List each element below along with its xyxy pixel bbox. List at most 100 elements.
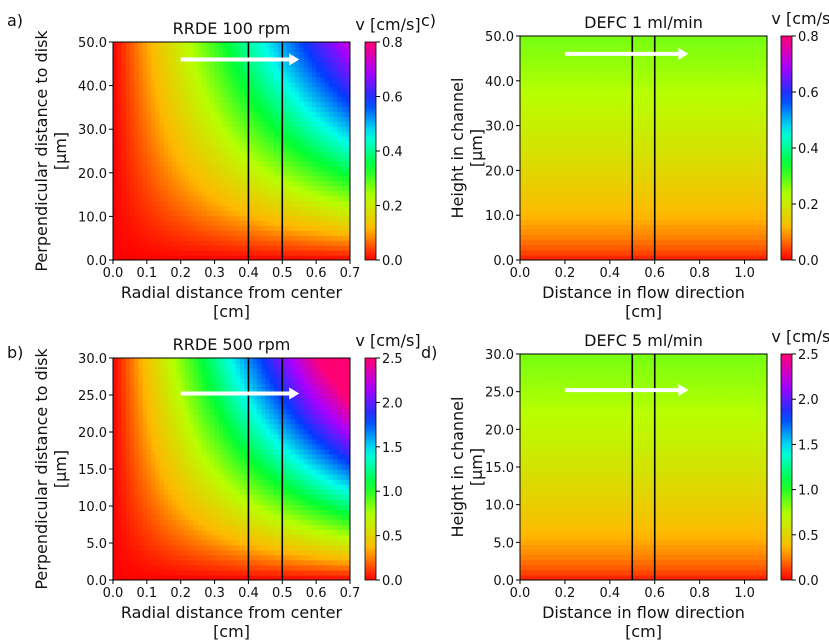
heatmap-cell: [559, 117, 565, 124]
heatmap-cell: [753, 254, 759, 260]
heatmap-cell: [337, 185, 343, 192]
heatmap-cell: [744, 239, 750, 246]
heatmap-cell: [577, 41, 583, 47]
heatmap-cell: [337, 205, 343, 212]
heatmap-cell: [590, 173, 596, 180]
heatmap-cell: [577, 163, 583, 169]
heatmap-cell: [590, 219, 596, 225]
heatmap-cell: [714, 81, 720, 88]
heatmap-cell: [762, 137, 767, 144]
heatmap-cell: [559, 86, 565, 93]
heatmap-cell: [176, 255, 182, 260]
heatmap-cell: [709, 183, 715, 190]
heatmap-cell: [520, 244, 526, 251]
heatmap-cell: [218, 220, 224, 226]
heatmap-cell: [134, 195, 139, 202]
heatmap-cell: [577, 214, 583, 220]
heatmap-cell: [744, 142, 750, 149]
heatmap-cell: [692, 153, 698, 159]
heatmap-cell: [129, 91, 135, 98]
heatmap-cell: [700, 198, 706, 205]
heatmap-cell: [665, 153, 671, 159]
heatmap-cell: [172, 155, 178, 162]
heatmap-cell: [577, 127, 583, 134]
heatmap-cell: [669, 224, 675, 231]
heatmap-cell: [564, 107, 570, 113]
heatmap-cell: [235, 71, 241, 78]
heatmap-cell: [180, 101, 186, 107]
panel-a: 0.0 0.1 0.2 0.3 0.4 0.5 0.6 0.70.010.020.030.04…: [7, 11, 421, 321]
heatmap-cell: [324, 220, 330, 226]
heatmap-cell: [273, 200, 279, 207]
heatmap-cell: [256, 165, 262, 172]
heatmap-cell: [758, 173, 764, 180]
heatmap-cell: [163, 131, 169, 137]
heatmap-cell: [201, 101, 207, 107]
heatmap-cell: [705, 178, 711, 185]
heatmap-cell: [621, 163, 627, 169]
heatmap-cell: [647, 168, 653, 175]
heatmap-cell: [345, 240, 350, 246]
heatmap-cell: [239, 190, 245, 197]
heatmap-cell: [129, 210, 135, 216]
heatmap-cell: [709, 132, 715, 139]
heatmap-cell: [294, 155, 300, 162]
heatmap-cell: [168, 146, 173, 152]
y-tick-label: 20.0: [78, 167, 107, 182]
heatmap-cell: [248, 200, 254, 207]
heatmap-cell: [155, 240, 161, 246]
heatmap-cell: [206, 126, 211, 132]
heatmap-cell: [134, 56, 139, 63]
heatmap-cell: [581, 137, 587, 144]
heatmap-cell: [138, 121, 144, 127]
y-axis-label: Perpendicular distance to disk: [32, 30, 51, 272]
heatmap-cell: [113, 210, 118, 216]
heatmap-cell: [223, 185, 228, 192]
heatmap-cell: [307, 96, 313, 103]
heatmap-cell: [303, 76, 309, 83]
heatmap-cell: [176, 131, 182, 137]
heatmap-cell: [248, 101, 254, 107]
heatmap-cell: [700, 178, 706, 185]
heatmap-cell: [594, 198, 600, 205]
heatmap-cell: [727, 244, 733, 251]
heatmap-cell: [564, 188, 570, 195]
heatmap-cell: [210, 175, 216, 182]
heatmap-cell: [189, 200, 195, 207]
heatmap-cell: [337, 121, 343, 127]
heatmap-cell: [252, 195, 258, 202]
heatmap-cell: [656, 36, 662, 42]
heatmap-cell: [656, 81, 662, 88]
heatmap-cell: [299, 111, 305, 117]
heatmap-cell: [577, 193, 583, 200]
heatmap-cell: [546, 173, 552, 180]
heatmap-cell: [709, 86, 715, 93]
heatmap-cell: [625, 209, 631, 215]
heatmap-cell: [700, 36, 706, 42]
heatmap-cell: [290, 91, 296, 98]
heatmap-cell: [146, 151, 152, 157]
heatmap-cell: [577, 102, 583, 108]
heatmap-cell: [235, 180, 241, 187]
heatmap-cell: [172, 250, 178, 256]
heatmap-cell: [193, 185, 199, 192]
heatmap-cell: [210, 42, 216, 48]
heatmap-cell: [559, 76, 565, 83]
heatmap-cell: [155, 165, 161, 172]
heatmap-cell: [282, 42, 288, 48]
heatmap-cell: [184, 225, 190, 231]
heatmap-cell: [572, 214, 578, 220]
heatmap-cell: [337, 255, 343, 260]
heatmap-cell: [244, 250, 250, 256]
heatmap-cell: [709, 168, 715, 175]
heatmap-cell: [564, 41, 570, 47]
heatmap-cell: [524, 148, 530, 154]
heatmap-cell: [683, 46, 689, 52]
heatmap-cell: [201, 230, 207, 236]
heatmap-cell: [189, 230, 195, 236]
heatmap-cell: [683, 148, 689, 154]
heatmap-cell: [528, 183, 534, 190]
heatmap-cell: [744, 107, 750, 113]
heatmap-cell: [244, 116, 250, 122]
heatmap-cell: [320, 255, 326, 260]
